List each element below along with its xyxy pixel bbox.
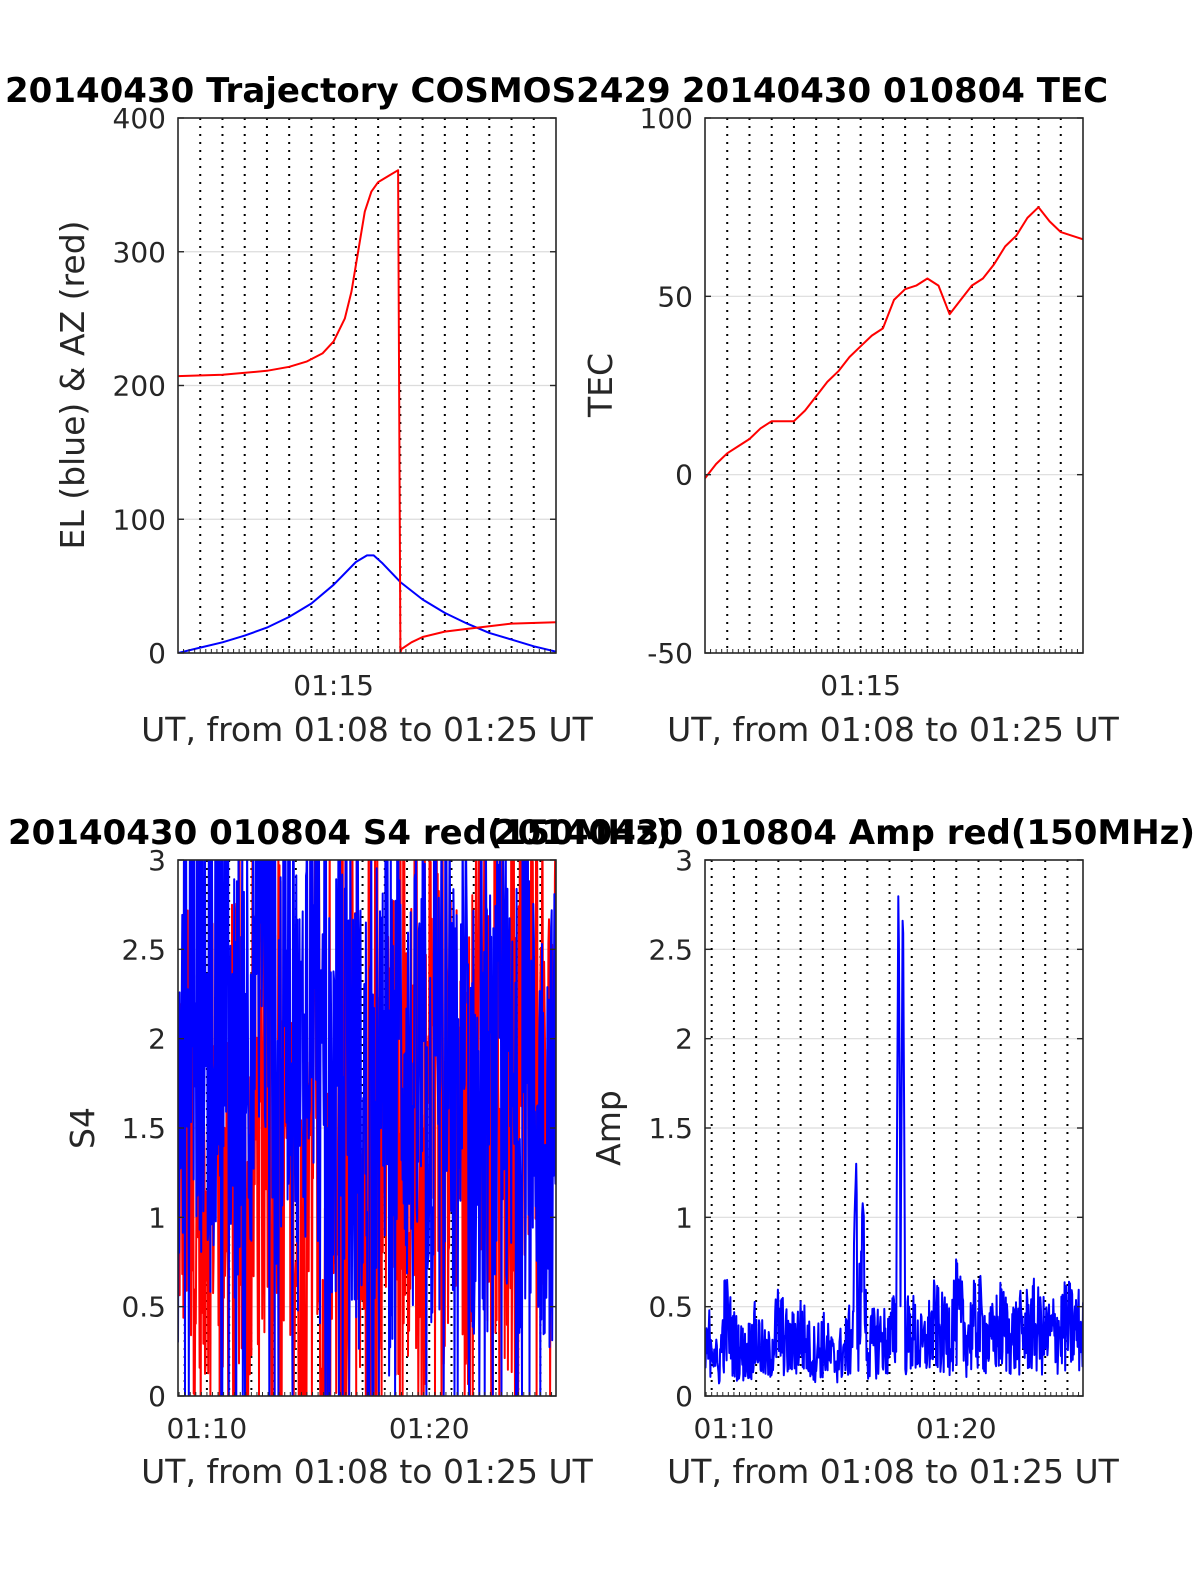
y-tick-label: 0 [148,1380,166,1413]
panel-s4-ylabel: S4 [63,1107,102,1149]
y-tick-label: 3 [148,844,166,877]
series-line-0 [705,206,1083,479]
panel-amp-axis: 0 0.5 1 1.5 2 2.5 3 01:10 01:20 [648,844,1084,1445]
y-tick-label: 50 [657,280,693,313]
y-tick-label: 1.5 [648,1112,693,1145]
panel-tec-axis: -50 0 50 100 01:15 [640,102,1084,702]
y-tick-label: 400 [113,102,166,135]
panel-tec: 20140430 010804 TEC -50 0 50 100 01:15 UT, f… [581,71,1120,749]
panel-tec-ylabel: TEC [581,353,620,418]
panel-s4-plot [178,860,556,1396]
panel-amp-xlabel: UT, from 01:08 to 01:25 UT [667,1452,1120,1491]
panel-trajectory-plot [178,169,556,653]
axes-box [704,117,1084,654]
y-tick-label: 0.5 [648,1291,693,1324]
y-tick-label: 1 [148,1201,166,1234]
panel-s4-axis: 0 0.5 1 1.5 2 2.5 3 01:10 01:20 [121,844,557,1445]
panel-s4-xlabel: UT, from 01:08 to 01:25 UT [141,1452,594,1491]
panel-tec-title: 20140430 010804 TEC [682,71,1108,111]
panel-amp-ylabel: Amp [589,1090,628,1166]
panel-amp-grid [705,860,1083,1396]
panel-amp: 20140430 010804 Amp red(150MHz) 0 0.5 1 1.5… [494,813,1195,1491]
panel-tec-grid [705,118,1083,653]
y-tick-label: 2.5 [648,933,693,966]
y-tick-label: 200 [113,370,166,403]
panel-s4: 20140430 010804 S4 red(150MHz) 0 0.5 1 1.5 2… [8,813,671,1491]
y-tick-label: 0 [675,459,693,492]
y-tick-label: 0 [148,637,166,670]
y-tick-label: -50 [647,637,693,670]
x-tick-label: 01:15 [820,669,901,702]
x-tick-label: 01:15 [293,669,374,702]
panel-amp-plot [705,895,1083,1385]
y-tick-label: 1 [675,1201,693,1234]
panel-s4-title: 20140430 010804 S4 red(150MHz) [8,813,671,853]
y-tick-label: 2 [148,1023,166,1056]
panel-trajectory-xlabel: UT, from 01:08 to 01:25 UT [141,710,594,749]
panel-trajectory-ylabel: EL (blue) & AZ (red) [53,220,92,549]
series-line-0 [178,554,556,653]
panel-trajectory: 20140430 Trajectory COSMOS2429 0 100 200 30… [5,71,671,749]
panel-trajectory-title: 20140430 Trajectory COSMOS2429 [5,71,671,111]
panel-tec-plot [705,206,1083,479]
panel-trajectory-grid [178,118,556,653]
y-tick-label: 2.5 [121,933,166,966]
y-tick-label: 0.5 [121,1291,166,1324]
y-tick-label: 100 [640,102,693,135]
y-tick-label: 1.5 [121,1112,166,1145]
series-line-1 [178,169,556,653]
y-tick-label: 3 [675,844,693,877]
y-tick-label: 2 [675,1023,693,1056]
series-line-1 [178,860,556,1396]
y-tick-label: 0 [675,1380,693,1413]
x-tick-label: 01:10 [167,1412,248,1445]
y-tick-label: 100 [113,503,166,536]
panel-tec-xlabel: UT, from 01:08 to 01:25 UT [667,710,1120,749]
series-line-0 [705,895,1083,1385]
x-tick-label: 01:20 [916,1412,997,1445]
panel-trajectory-axis: 0 100 200 300 400 01:15 [113,102,557,702]
y-tick-label: 300 [113,236,166,269]
x-tick-label: 01:10 [694,1412,775,1445]
panel-amp-title: 20140430 010804 Amp red(150MHz) [494,813,1195,853]
x-tick-label: 01:20 [389,1412,470,1445]
